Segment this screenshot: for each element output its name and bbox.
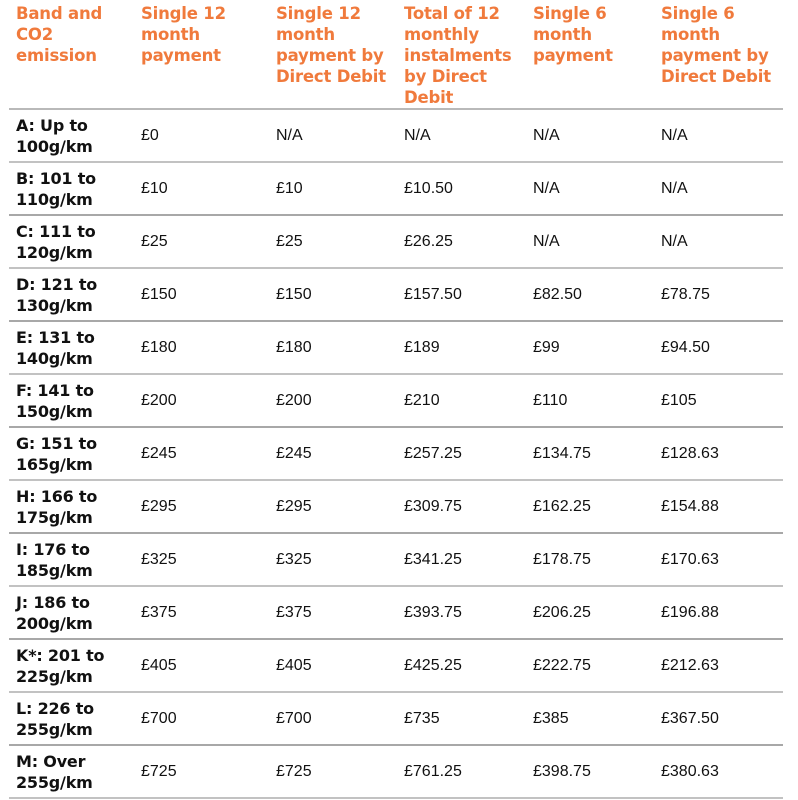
cell-single-12-dd: £25 (269, 215, 397, 269)
cell-band: E: 131 to 140g/km (9, 321, 134, 375)
header-row: Band and CO2 emission Single 12 month pa… (9, 0, 783, 110)
cell-total-12-monthly-dd: £257.25 (397, 427, 526, 481)
table-row: C: 111 to 120g/km £25 £25 £26.25 N/A N/A (9, 215, 783, 269)
table-row: J: 186 to 200g/km £375 £375 £393.75 £206.25 £… (9, 586, 783, 640)
cell-single-6-dd: N/A (654, 215, 783, 269)
cell-total-12-monthly-dd: £761.25 (397, 745, 526, 799)
cell-band: M: Over 255g/km (9, 745, 134, 799)
table-row: D: 121 to 130g/km £150 £150 £157.50 £82.50 £7… (9, 268, 783, 322)
cell-single-12: £180 (134, 321, 269, 375)
header-single-6: Single 6 month payment (526, 0, 654, 110)
header-single-12-dd: Single 12 month payment by Direct Debit (269, 0, 397, 110)
cell-single-12: £200 (134, 374, 269, 428)
cell-single-12: £25 (134, 215, 269, 269)
cell-band: C: 111 to 120g/km (9, 215, 134, 269)
cell-single-12: £405 (134, 639, 269, 693)
cell-single-6: N/A (526, 215, 654, 269)
table-row: M: Over 255g/km £725 £725 £761.25 £398.75 £38… (9, 745, 783, 799)
cell-total-12-monthly-dd: £157.50 (397, 268, 526, 322)
cell-band: L: 226 to 255g/km (9, 692, 134, 746)
cell-single-12-dd: £180 (269, 321, 397, 375)
cell-total-12-monthly-dd: £189 (397, 321, 526, 375)
cell-total-12-monthly-dd: £735 (397, 692, 526, 746)
cell-band: K*: 201 to 225g/km (9, 639, 134, 693)
cell-total-12-monthly-dd: £10.50 (397, 162, 526, 216)
cell-band: I: 176 to 185g/km (9, 533, 134, 587)
cell-single-12: £245 (134, 427, 269, 481)
cell-single-6: £110 (526, 374, 654, 428)
table-row: L: 226 to 255g/km £700 £700 £735 £385 £367.50 (9, 692, 783, 746)
cell-single-6: £206.25 (526, 586, 654, 640)
cell-band: G: 151 to 165g/km (9, 427, 134, 481)
cell-single-12-dd: £150 (269, 268, 397, 322)
cell-single-12-dd: £700 (269, 692, 397, 746)
cell-single-6: £222.75 (526, 639, 654, 693)
cell-total-12-monthly-dd: £309.75 (397, 480, 526, 534)
cell-single-12-dd: N/A (269, 109, 397, 163)
cell-single-6-dd: £367.50 (654, 692, 783, 746)
cell-single-6-dd: £154.88 (654, 480, 783, 534)
table-row: F: 141 to 150g/km £200 £200 £210 £110 £105 (9, 374, 783, 428)
cell-single-6-dd: £94.50 (654, 321, 783, 375)
cell-single-12-dd: £405 (269, 639, 397, 693)
cell-single-12: £150 (134, 268, 269, 322)
cell-band: J: 186 to 200g/km (9, 586, 134, 640)
cell-single-6-dd: £170.63 (654, 533, 783, 587)
cell-single-6: £385 (526, 692, 654, 746)
header-band: Band and CO2 emission (9, 0, 134, 110)
cell-band: B: 101 to 110g/km (9, 162, 134, 216)
cell-total-12-monthly-dd: £393.75 (397, 586, 526, 640)
cell-single-6: £82.50 (526, 268, 654, 322)
cell-total-12-monthly-dd: £26.25 (397, 215, 526, 269)
cell-total-12-monthly-dd: N/A (397, 109, 526, 163)
table-row: H: 166 to 175g/km £295 £295 £309.75 £162.25 £… (9, 480, 783, 534)
cell-single-12: £375 (134, 586, 269, 640)
cell-band: D: 121 to 130g/km (9, 268, 134, 322)
cell-single-6-dd: £128.63 (654, 427, 783, 481)
cell-total-12-monthly-dd: £341.25 (397, 533, 526, 587)
cell-single-12: £325 (134, 533, 269, 587)
cell-single-12-dd: £725 (269, 745, 397, 799)
table-row: B: 101 to 110g/km £10 £10 £10.50 N/A N/A (9, 162, 783, 216)
cell-band: F: 141 to 150g/km (9, 374, 134, 428)
header-total-12-monthly-dd: Total of 12 monthly instalments by Direc… (397, 0, 526, 110)
table-row: E: 131 to 140g/km £180 £180 £189 £99 £94.50 (9, 321, 783, 375)
cell-single-6: N/A (526, 162, 654, 216)
table-row: G: 151 to 165g/km £245 £245 £257.25 £134.75 £… (9, 427, 783, 481)
cell-single-12-dd: £325 (269, 533, 397, 587)
cell-band: A: Up to 100g/km (9, 109, 134, 163)
cell-single-6: £99 (526, 321, 654, 375)
cell-single-6-dd: N/A (654, 162, 783, 216)
cell-band: H: 166 to 175g/km (9, 480, 134, 534)
cell-single-12: £700 (134, 692, 269, 746)
cell-single-12: £0 (134, 109, 269, 163)
cell-single-6: £398.75 (526, 745, 654, 799)
header-single-6-dd: Single 6 month payment by Direct Debit (654, 0, 783, 110)
cell-single-12-dd: £200 (269, 374, 397, 428)
cell-single-12-dd: £245 (269, 427, 397, 481)
cell-single-6: £162.25 (526, 480, 654, 534)
cell-single-12-dd: £10 (269, 162, 397, 216)
cell-single-6-dd: £212.63 (654, 639, 783, 693)
cell-single-6-dd: £105 (654, 374, 783, 428)
cell-total-12-monthly-dd: £210 (397, 374, 526, 428)
cell-single-12: £295 (134, 480, 269, 534)
cell-single-12: £10 (134, 162, 269, 216)
cell-single-6-dd: £196.88 (654, 586, 783, 640)
cell-single-6: £178.75 (526, 533, 654, 587)
cell-single-12: £725 (134, 745, 269, 799)
cell-single-12-dd: £375 (269, 586, 397, 640)
cell-total-12-monthly-dd: £425.25 (397, 639, 526, 693)
cell-single-6: £134.75 (526, 427, 654, 481)
vehicle-tax-rates-table: Band and CO2 emission Single 12 month pa… (9, 0, 783, 799)
table-row: I: 176 to 185g/km £325 £325 £341.25 £178.75 £… (9, 533, 783, 587)
header-single-12: Single 12 month payment (134, 0, 269, 110)
table-row: K*: 201 to 225g/km £405 £405 £425.25 £222.75… (9, 639, 783, 693)
table-row: A: Up to 100g/km £0 N/A N/A N/A N/A (9, 109, 783, 163)
cell-single-12-dd: £295 (269, 480, 397, 534)
cell-single-6: N/A (526, 109, 654, 163)
cell-single-6-dd: £78.75 (654, 268, 783, 322)
cell-single-6-dd: £380.63 (654, 745, 783, 799)
cell-single-6-dd: N/A (654, 109, 783, 163)
